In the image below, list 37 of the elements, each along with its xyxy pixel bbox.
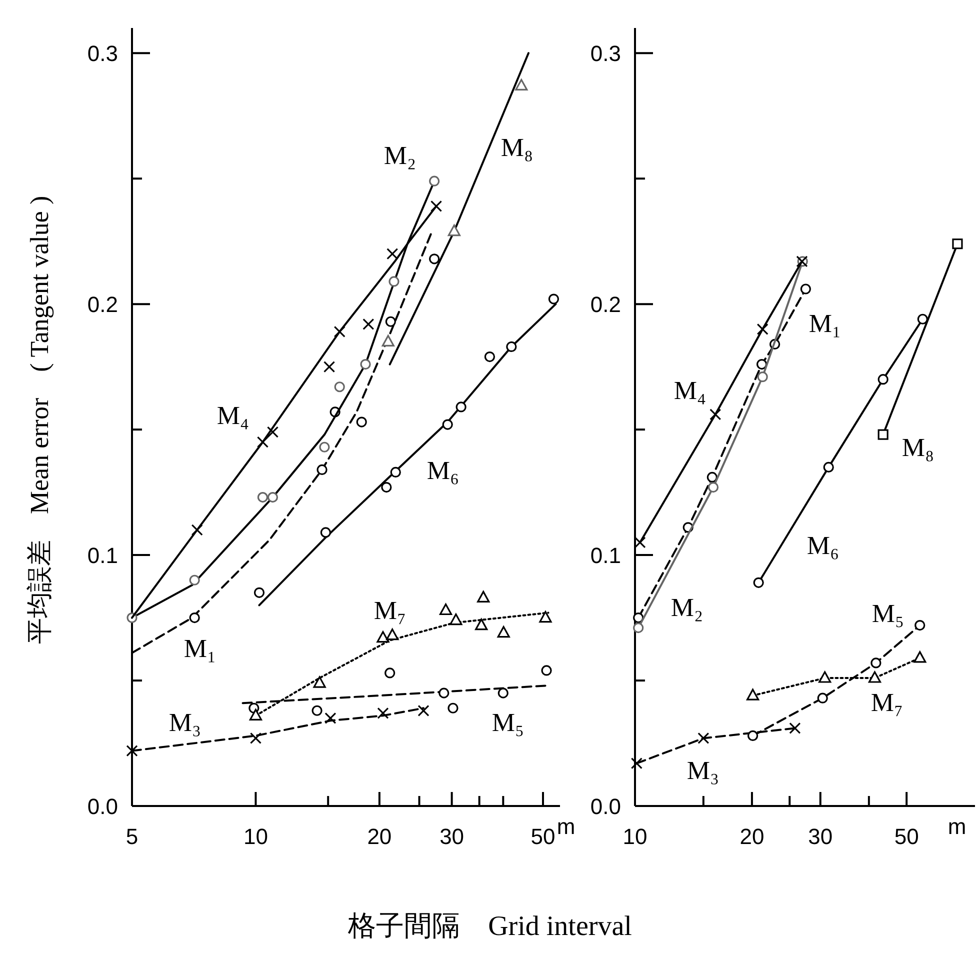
annotation: M₅ — [872, 599, 904, 628]
annotation: M₈ — [902, 433, 934, 462]
x-tick-label: 30 — [808, 824, 833, 849]
annotation: M₃ — [686, 756, 720, 785]
y-tick-label: 0.3 — [87, 41, 118, 66]
y-tick-label: 0.0 — [87, 794, 118, 819]
y-tick-label: 0.3 — [590, 41, 621, 66]
y-tick-label: 0.2 — [87, 292, 118, 318]
annotation: M₃ — [168, 708, 202, 737]
text: m — [556, 814, 576, 839]
annotation: M₂ — [384, 141, 416, 170]
y-tick-label: 0.2 — [590, 292, 621, 318]
x-tick-label: 20 — [367, 824, 392, 849]
x-axis-title: 格子間隔 Grid interval — [347, 911, 632, 942]
text: m — [948, 814, 966, 839]
annotation: M₅ — [492, 708, 524, 737]
annotation: M₄ — [674, 376, 706, 405]
x-tick-label: 30 — [440, 824, 464, 849]
annotation: M₆ — [806, 531, 840, 560]
annotation: M₆ — [426, 456, 460, 485]
annotation: M₄ — [216, 401, 250, 430]
x-tick-label: 5 — [126, 824, 138, 849]
annotation: M₁ — [184, 634, 216, 663]
annotation: M₇ — [374, 596, 406, 625]
x-tick-label: 10 — [243, 824, 268, 849]
x-tick-label: 20 — [740, 824, 764, 849]
y-tick-label: 0.1 — [590, 543, 621, 568]
annotation: M₈ — [500, 133, 534, 162]
y-tick-label: 0.1 — [87, 543, 118, 568]
y-axis-title: 平均誤差 Mean error ( Tangent value ) — [25, 196, 54, 644]
x-tick-label: 50 — [530, 824, 556, 849]
y-tick-label: 0.0 — [590, 794, 621, 819]
x-tick-label: 10 — [622, 824, 648, 849]
x-tick-label: 50 — [894, 824, 919, 849]
annotation: M₇ — [870, 688, 904, 717]
annotation: M₂ — [670, 593, 704, 622]
annotation: M₁ — [808, 309, 842, 338]
